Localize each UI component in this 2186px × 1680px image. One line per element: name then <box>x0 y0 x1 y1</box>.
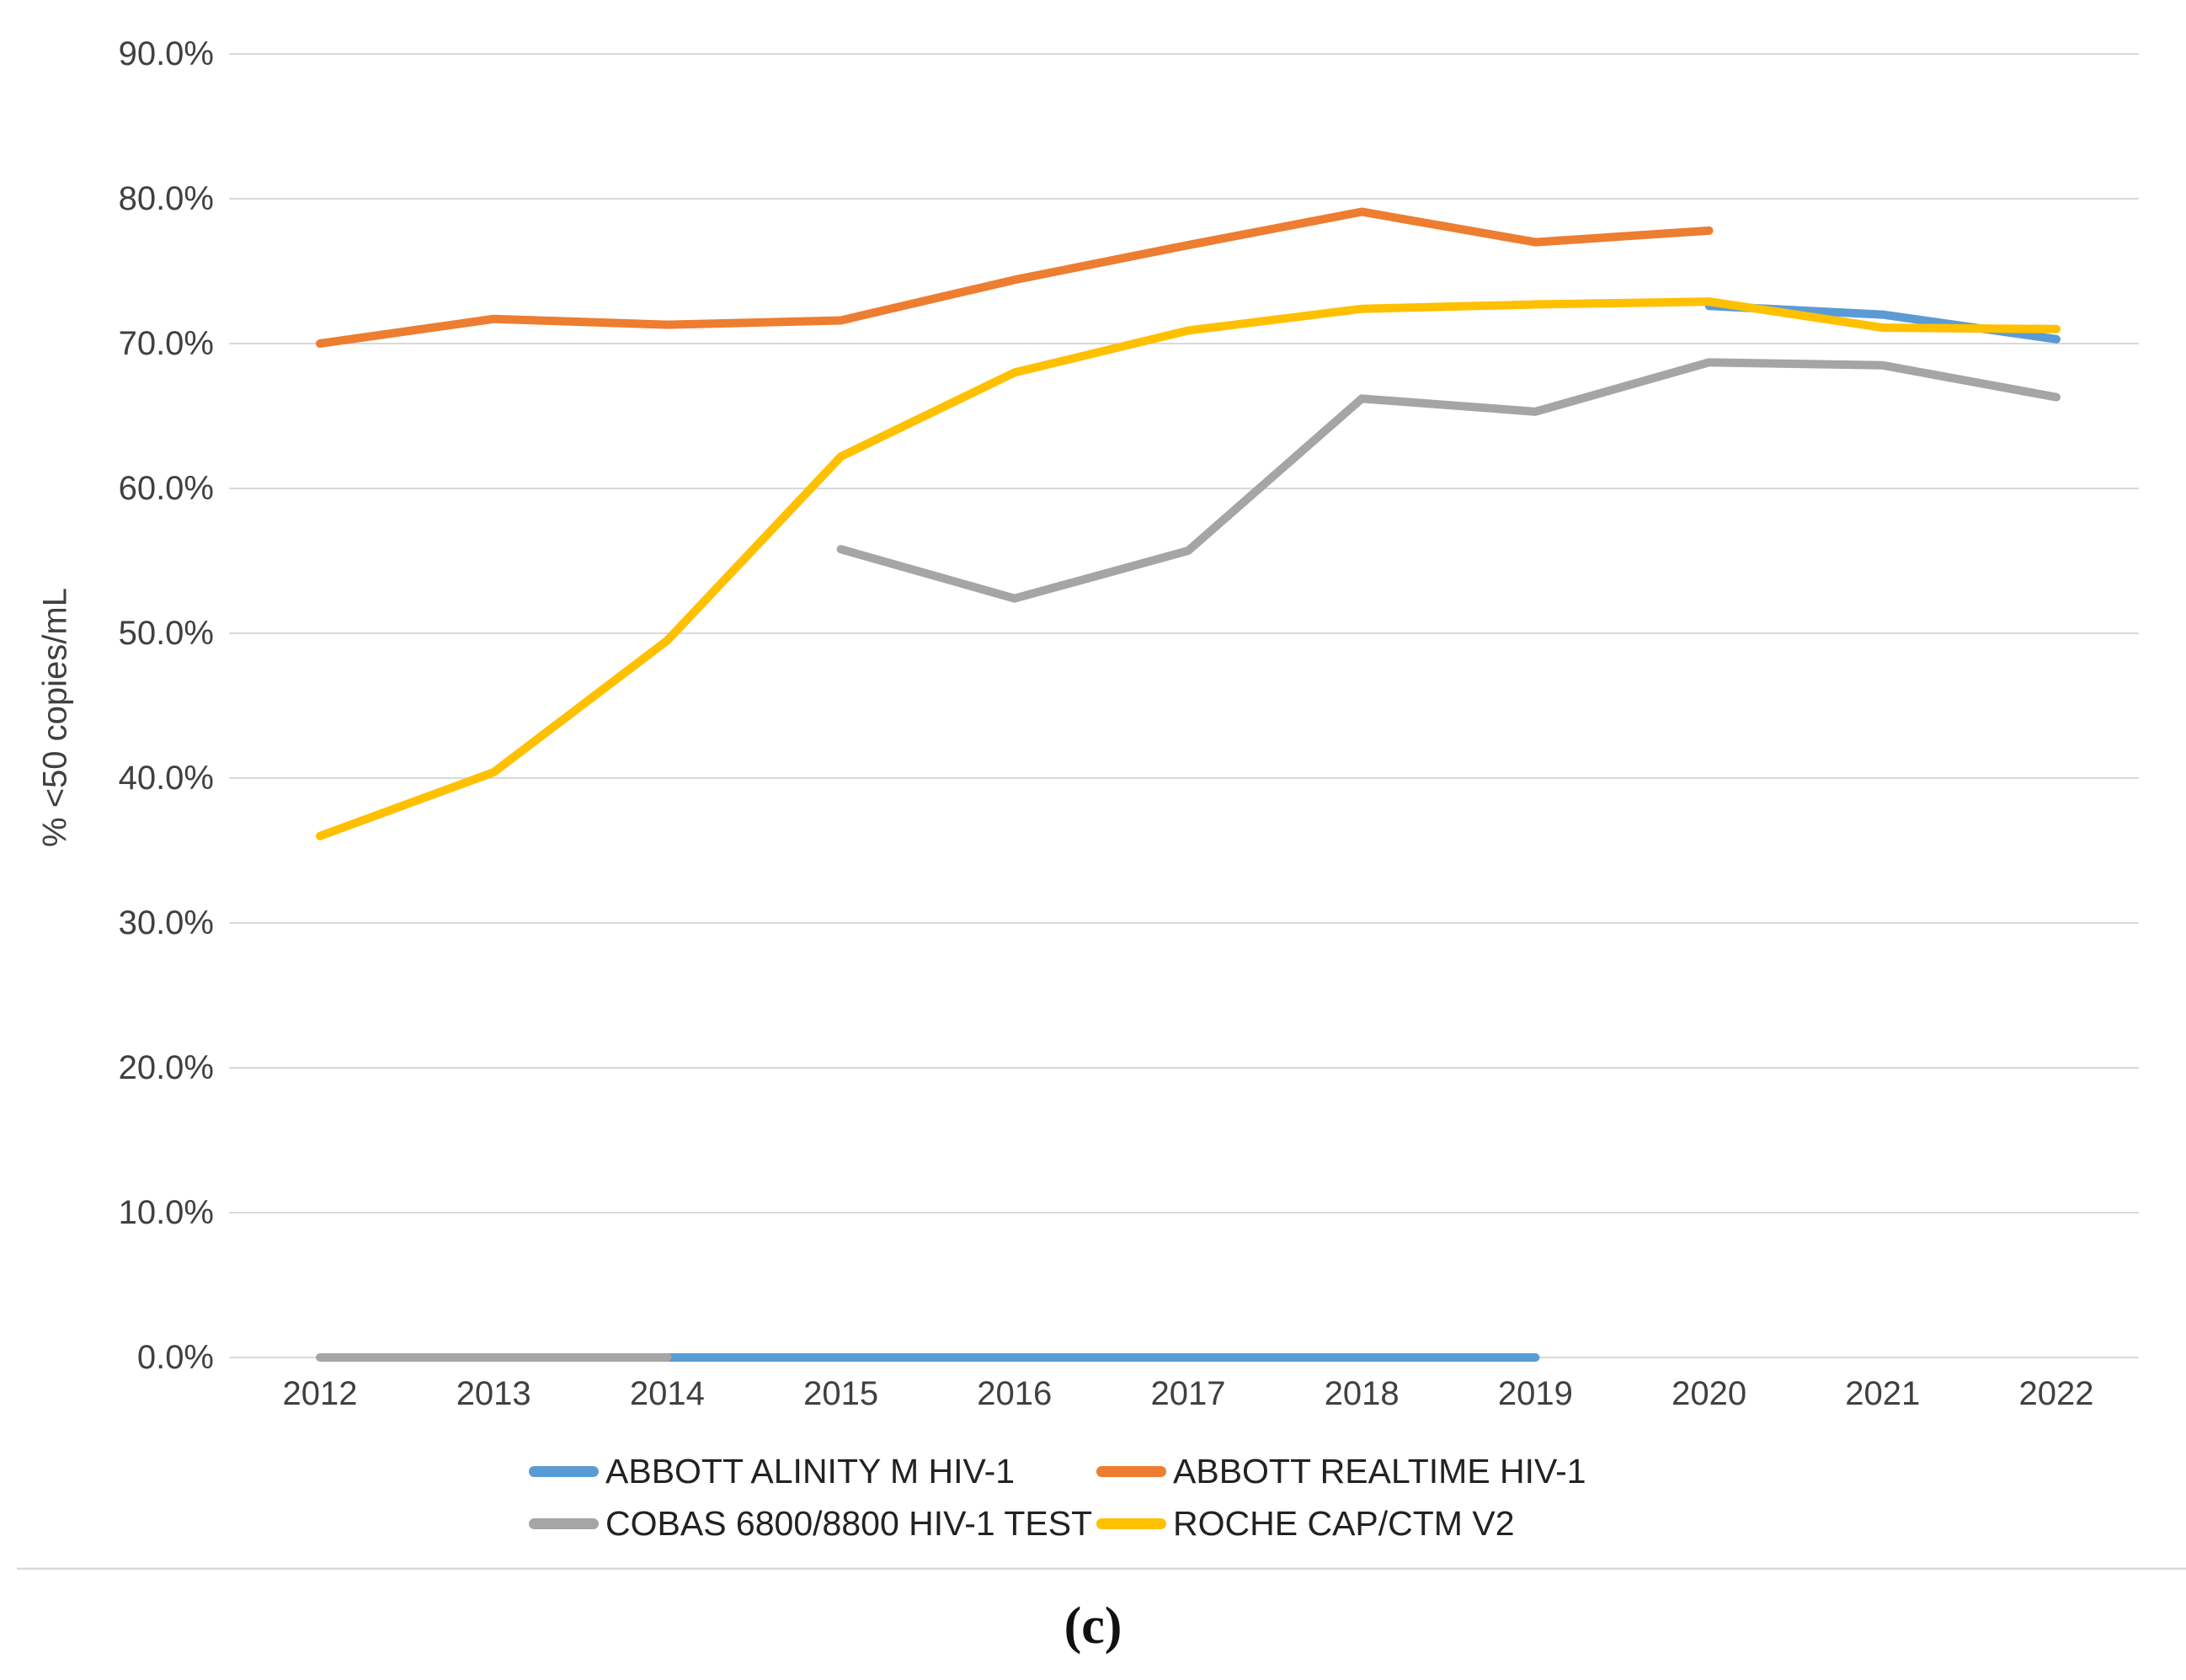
legend-item-roche: ROCHE CAP/CTM V2 <box>1096 1503 1515 1543</box>
y-tick-label: 70.0% <box>118 325 214 362</box>
y-tick-label: 90.0% <box>118 35 214 72</box>
legend-label: ABBOTT REALTIME HIV-1 <box>1173 1451 1586 1491</box>
x-tick-label: 2017 <box>1150 1375 1226 1412</box>
x-tick-label: 2021 <box>1845 1375 1921 1412</box>
x-tick-label: 2014 <box>629 1375 705 1412</box>
x-tick-label: 2012 <box>282 1375 358 1412</box>
x-tick-label: 2018 <box>1324 1375 1400 1412</box>
y-axis-title: % <50 copies/mL <box>36 588 74 847</box>
x-tick-label: 2020 <box>1671 1375 1747 1412</box>
x-tick-label: 2013 <box>456 1375 531 1412</box>
series-line-cobas-6800-8800-hiv-1-test <box>836 358 2061 603</box>
legend-swatch-orange-icon <box>1096 1465 1166 1477</box>
x-tick-label: 2019 <box>1497 1375 1573 1412</box>
legend-item-abbott-realtime: ABBOTT REALTIME HIV-1 <box>1096 1451 1586 1491</box>
x-tick-label: 2015 <box>803 1375 879 1412</box>
legend-swatch-blue-icon <box>529 1465 599 1477</box>
series-line-roche-cap-ctm-v2 <box>316 297 2061 840</box>
legend-item-cobas: COBAS 6800/8800 HIV-1 TEST <box>529 1503 1093 1543</box>
y-tick-label: 40.0% <box>118 760 214 797</box>
legend-label: COBAS 6800/8800 HIV-1 TEST <box>605 1503 1093 1543</box>
y-tick-label: 80.0% <box>118 180 214 217</box>
x-tick-label: 2022 <box>2018 1375 2094 1412</box>
y-tick-label: 50.0% <box>118 615 214 652</box>
legend-item-abbott-alinity-m: ABBOTT ALINITY M HIV-1 <box>529 1451 1016 1491</box>
legend-label: ROCHE CAP/CTM V2 <box>1173 1503 1515 1543</box>
x-tick-label: 2016 <box>977 1375 1053 1412</box>
y-tick-label: 0.0% <box>136 1339 214 1376</box>
separator-line <box>17 1567 2186 1570</box>
legend-label: ABBOTT ALINITY M HIV-1 <box>605 1451 1016 1491</box>
figure-caption: (c) <box>1064 1597 1122 1655</box>
y-tick-label: 10.0% <box>118 1194 214 1231</box>
series-line-abbott-realtime-hiv-1 <box>316 207 1714 348</box>
y-tick-label: 20.0% <box>118 1049 214 1086</box>
legend-swatch-gray-icon <box>529 1517 599 1529</box>
legend-swatch-yellow-icon <box>1096 1517 1166 1529</box>
y-tick-label: 60.0% <box>118 470 214 507</box>
y-tick-label: 30.0% <box>118 904 214 941</box>
